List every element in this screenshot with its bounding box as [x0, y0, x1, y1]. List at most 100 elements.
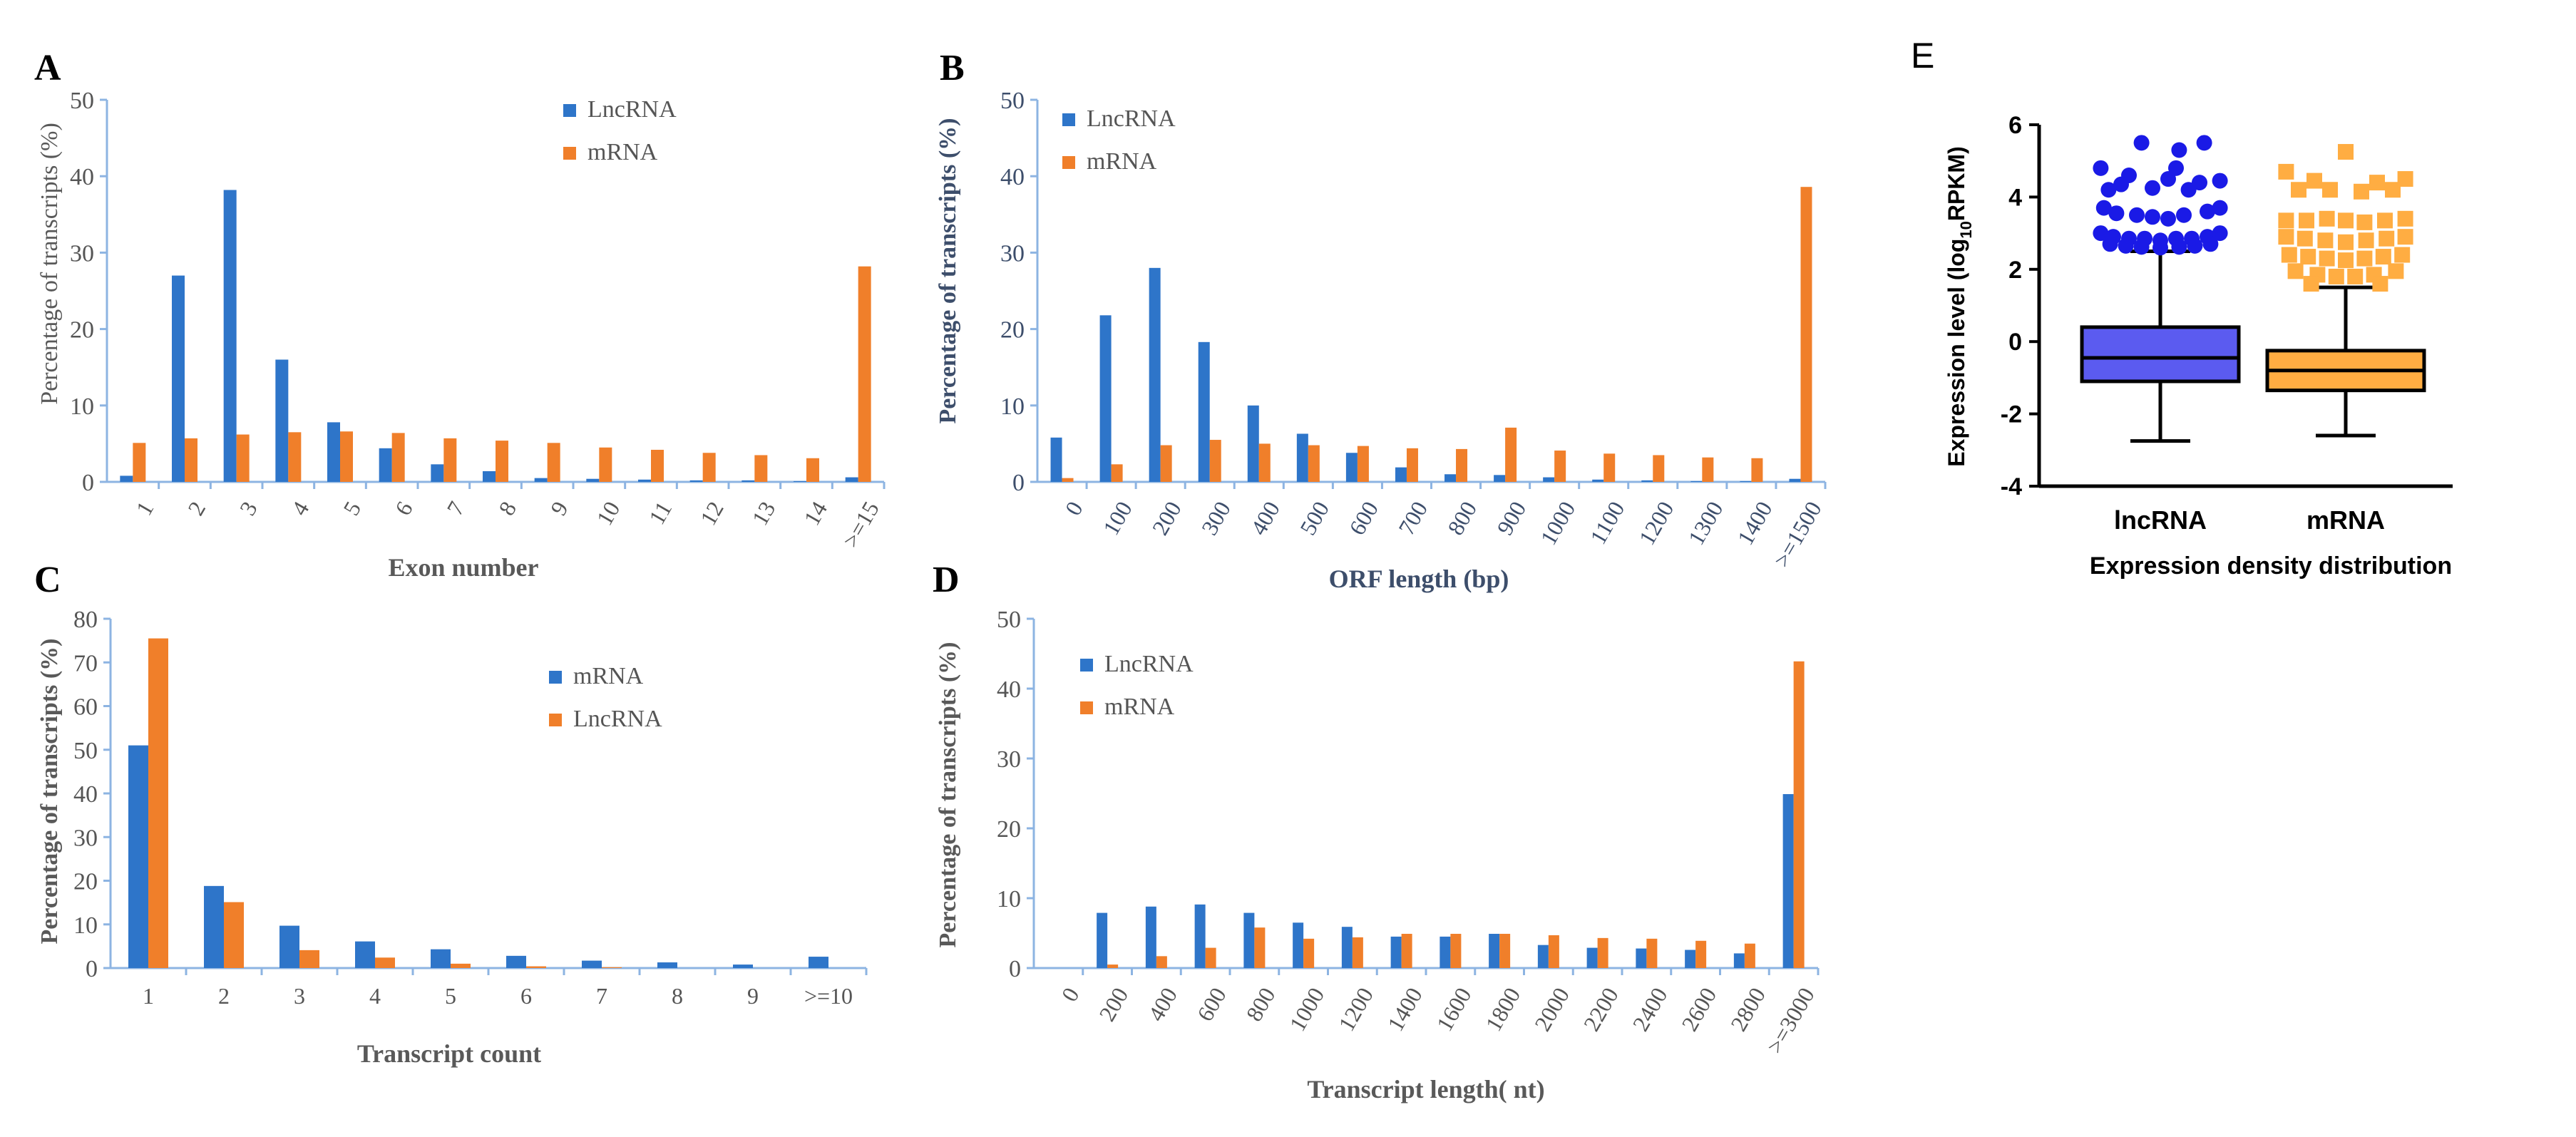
lncrna-outlier-19 — [2176, 207, 2192, 223]
bar-lncrna-5 — [1243, 912, 1255, 968]
legend-label: mRNA — [587, 139, 658, 165]
bar-mrna-4 — [355, 941, 375, 968]
bar-lncrna-12 — [1586, 947, 1598, 968]
bar-lncrna-9 — [1440, 936, 1451, 968]
y-tick-label: 0 — [1009, 956, 1021, 982]
y-tick-label: 20 — [70, 317, 94, 344]
x-tick-label: 700 — [1393, 497, 1432, 540]
y-tick-label: 0 — [82, 470, 94, 496]
x-tick-label: >=1500 — [1768, 497, 1826, 572]
x-tick-label: 1300 — [1683, 497, 1728, 549]
lncrna-box — [2080, 325, 2241, 384]
bar-lncrna-4 — [375, 957, 395, 968]
y-axis-label-tail: RPKM) — [1944, 146, 1969, 221]
bar-lncrna-5 — [1247, 405, 1259, 482]
panel-e: E Expression level (log10RPKM) Expressio… — [1911, 36, 2453, 580]
bar-lncrna-10 — [1494, 475, 1506, 482]
bar-mrna-6 — [1303, 938, 1315, 968]
x-tick-label: 6 — [390, 497, 418, 520]
x-tick-label: 1 — [130, 497, 158, 520]
bar-mrna-6 — [506, 955, 526, 968]
panel-label: B — [940, 48, 965, 88]
legend-swatch — [1062, 113, 1075, 126]
bar-mrna-7 — [443, 438, 457, 482]
bar-mrna-5 — [1254, 927, 1266, 968]
bar-mrna-4 — [288, 432, 302, 482]
bar-mrna-9 — [1450, 933, 1462, 968]
x-tick-label: 1200 — [1333, 983, 1378, 1035]
y-tick-label: 30 — [73, 825, 98, 851]
y-tick-label: -2 — [2001, 401, 2022, 428]
bar-lncrna-7 — [602, 967, 622, 968]
mrna-outlier-24 — [2281, 247, 2297, 263]
x-tick-label: 3 — [235, 497, 262, 520]
bar-lncrna-16 — [1782, 793, 1794, 968]
bar-mrna-7 — [582, 960, 602, 968]
bar-lncrna-3 — [1145, 906, 1156, 968]
y-tick-label: 0 — [2008, 329, 2022, 356]
bar-mrna-11 — [1554, 451, 1566, 482]
x-tick-label: 1 — [143, 983, 154, 1009]
bar-lncrna-2 — [224, 902, 244, 968]
panel-b: B Percentage of transcripts (%) ORF leng… — [935, 48, 1827, 593]
bar-lncrna-1 — [120, 475, 133, 482]
mrna-outlier-11 — [2299, 212, 2314, 229]
lncrna-outlier-34 — [2152, 240, 2168, 256]
panel-label: E — [1911, 36, 1934, 76]
x-tick-label: 1100 — [1585, 497, 1630, 548]
bar-lncrna-12 — [1592, 479, 1604, 482]
mrna-outlier-25 — [2300, 249, 2316, 265]
lncrna-outlier-13 — [2180, 182, 2197, 198]
x-tick-label: 1400 — [1382, 983, 1427, 1035]
y-tick-label: 10 — [997, 886, 1021, 912]
lncrna-outlier-33 — [2133, 239, 2150, 255]
bar-lncrna-6 — [1296, 433, 1308, 482]
bar-mrna-4 — [1205, 947, 1216, 968]
mrna-outlier-21 — [2358, 232, 2374, 249]
bar-mrna-5 — [1258, 443, 1271, 482]
bar-lncrna-6 — [379, 448, 392, 482]
x-tick-label: 7 — [441, 497, 469, 520]
mrna-outlier-16 — [2397, 210, 2413, 227]
y-tick-label: 20 — [1000, 317, 1025, 344]
bar-lncrna-16 — [1789, 478, 1801, 482]
x-axis-label: Transcript length( nt) — [1307, 1075, 1544, 1103]
panel-a: A Percentage of transcripts (%) Exon num… — [34, 48, 886, 582]
x-tick-label: mRNA — [2306, 505, 2385, 535]
bar-mrna-1 — [1062, 478, 1074, 482]
bar-mrna-5 — [340, 431, 353, 482]
lncrna-outlier-20 — [2145, 209, 2160, 225]
y-axis-label: Percentage of transcripts (%) — [935, 118, 961, 424]
y-tick-label: 50 — [1000, 88, 1025, 114]
y-tick-label: 50 — [73, 738, 98, 764]
bar-lncrna-2 — [1097, 912, 1108, 968]
y-tick-label: 40 — [73, 781, 98, 808]
mrna-outlier-26 — [2319, 250, 2335, 267]
bar-mrna-15 — [1751, 458, 1763, 482]
bar-mrna-6 — [391, 433, 405, 482]
bar-mrna-12 — [702, 453, 716, 482]
bar-mrna-11 — [651, 449, 664, 482]
x-tick-label: 4 — [369, 983, 381, 1009]
mrna-outlier-12 — [2319, 210, 2335, 227]
x-tick-label: 14 — [799, 497, 832, 530]
y-tick-label: 2 — [2008, 257, 2022, 284]
x-tick-label: 900 — [1492, 497, 1531, 540]
y-tick-label: 40 — [70, 164, 94, 190]
bar-lncrna-4 — [1194, 904, 1206, 968]
bar-lncrna-8 — [1390, 936, 1402, 968]
bar-mrna-7 — [1352, 937, 1363, 968]
x-tick-label: 7 — [596, 983, 607, 1009]
y-axis-label: Percentage of transcripts (%) — [935, 642, 961, 948]
bar-mrna-2 — [185, 438, 197, 482]
mrna-outlier-14 — [2356, 214, 2373, 230]
x-tick-label: 1000 — [1284, 983, 1329, 1035]
bar-lncrna-11 — [1543, 477, 1555, 482]
bar-mrna-16 — [1793, 661, 1805, 968]
lncrna-outlier-21 — [2160, 210, 2176, 227]
bar-lncrna-7 — [1341, 927, 1353, 968]
x-tick-label: 2400 — [1627, 983, 1672, 1035]
x-axis-label: Transcript count — [357, 1039, 541, 1068]
bar-lncrna-5 — [451, 963, 471, 968]
bar-lncrna-4 — [1198, 341, 1210, 482]
